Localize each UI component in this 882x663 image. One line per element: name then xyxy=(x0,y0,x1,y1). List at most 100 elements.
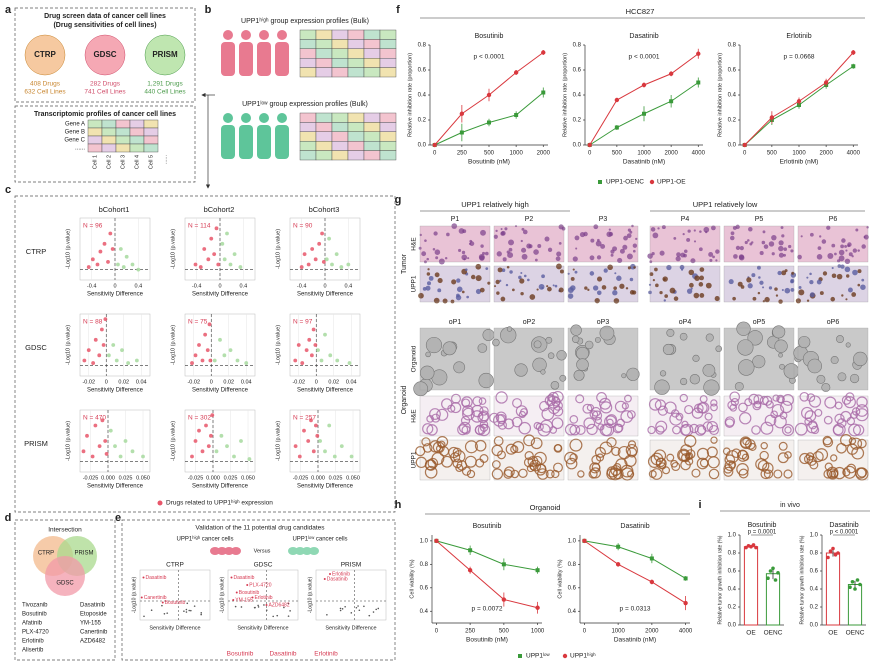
organoid xyxy=(691,468,701,478)
organoid xyxy=(474,439,487,452)
label: -Log10 (p.value) xyxy=(219,576,225,613)
organoid xyxy=(452,450,466,463)
label: Canertinib xyxy=(144,595,167,601)
organoid xyxy=(736,463,749,476)
organoid xyxy=(741,453,750,461)
nucleus xyxy=(505,283,509,287)
nucleus xyxy=(538,283,545,290)
point xyxy=(209,433,213,438)
label: Relative tumor growth inhibition rate (%… xyxy=(717,535,723,624)
label: Etoposide xyxy=(80,612,107,618)
nucleus xyxy=(759,251,764,256)
organoid xyxy=(762,462,774,474)
nucleus xyxy=(809,272,812,276)
organoid xyxy=(573,369,585,381)
y-tick-label: 0.8 xyxy=(728,551,737,557)
frame xyxy=(723,327,795,391)
label: oP5 xyxy=(753,319,766,326)
label: -Log10 (p.value) xyxy=(275,229,281,269)
cell xyxy=(299,39,317,50)
nucleus xyxy=(567,293,574,299)
organoid xyxy=(617,445,631,460)
nucleus xyxy=(518,275,522,280)
label: Sensitivity Difference xyxy=(192,388,249,394)
organoid xyxy=(620,410,634,423)
organoid xyxy=(794,422,808,436)
label: YM-155 xyxy=(80,621,102,627)
nucleus xyxy=(775,294,779,297)
nucleus xyxy=(852,269,858,276)
nucleus xyxy=(632,249,636,253)
nucleus xyxy=(688,269,695,276)
label: AZD6482 xyxy=(269,602,290,608)
organoid xyxy=(655,420,668,433)
nucleus xyxy=(762,230,766,234)
point xyxy=(771,566,775,571)
x-tick-label: 0.050 xyxy=(346,475,360,481)
organoid xyxy=(533,451,547,465)
y-tick-label: 0.2 xyxy=(418,118,427,124)
nucleus xyxy=(771,252,775,256)
organoid xyxy=(415,456,428,469)
x-tick-label: 500 xyxy=(499,629,510,635)
point xyxy=(332,454,337,459)
label: N = 302 xyxy=(188,415,211,422)
nucleus xyxy=(800,235,803,238)
x-tick-label: OE xyxy=(828,630,838,637)
point xyxy=(355,606,358,609)
label: -Log10 (p.value) xyxy=(170,325,176,365)
organoid xyxy=(492,338,500,347)
organoid xyxy=(751,425,761,435)
marker xyxy=(616,544,621,549)
x-tick-label: 4000 xyxy=(847,151,861,157)
point xyxy=(81,449,86,454)
label: 282 Drugs xyxy=(90,81,121,88)
organoid xyxy=(596,392,607,403)
nucleus xyxy=(481,251,486,255)
organoid xyxy=(842,468,851,477)
organoid xyxy=(438,446,450,457)
label: p = 0.0072 xyxy=(472,606,503,613)
label: Canertinib xyxy=(80,630,108,636)
point xyxy=(311,327,316,332)
organoid xyxy=(577,470,585,478)
nucleus xyxy=(690,258,696,264)
point xyxy=(318,439,322,443)
cell xyxy=(363,131,381,142)
y-tick-label: 0.4 xyxy=(568,609,577,615)
point xyxy=(339,265,344,269)
organoid xyxy=(450,393,461,404)
nucleus xyxy=(574,235,580,241)
point xyxy=(289,610,291,612)
point xyxy=(339,607,342,610)
organoid xyxy=(627,440,637,449)
nucleus xyxy=(728,279,734,285)
point xyxy=(324,257,329,262)
nucleus xyxy=(485,267,489,270)
nucleus xyxy=(733,254,738,259)
point xyxy=(136,267,141,272)
nucleus xyxy=(778,245,784,252)
marker xyxy=(514,113,519,117)
nucleus xyxy=(506,265,510,269)
plot-area xyxy=(315,569,387,621)
label: P3 xyxy=(599,216,608,223)
label: Sensitivity Difference xyxy=(87,484,144,490)
point xyxy=(244,361,249,365)
organoid xyxy=(744,398,753,407)
organoid xyxy=(606,418,614,427)
organoid xyxy=(544,395,556,407)
cell xyxy=(315,112,333,123)
label: PLX-4720 xyxy=(249,582,271,588)
y-tick-label: 0.2 xyxy=(728,605,737,611)
point xyxy=(316,348,320,353)
point xyxy=(257,606,260,608)
marker xyxy=(851,64,856,69)
point xyxy=(276,614,279,617)
nucleus xyxy=(633,266,636,269)
point xyxy=(327,236,331,241)
organoid xyxy=(689,374,701,385)
organoid xyxy=(809,460,819,470)
label: Drug screen data of cancer cell lines xyxy=(44,13,166,20)
nucleus xyxy=(680,268,684,271)
